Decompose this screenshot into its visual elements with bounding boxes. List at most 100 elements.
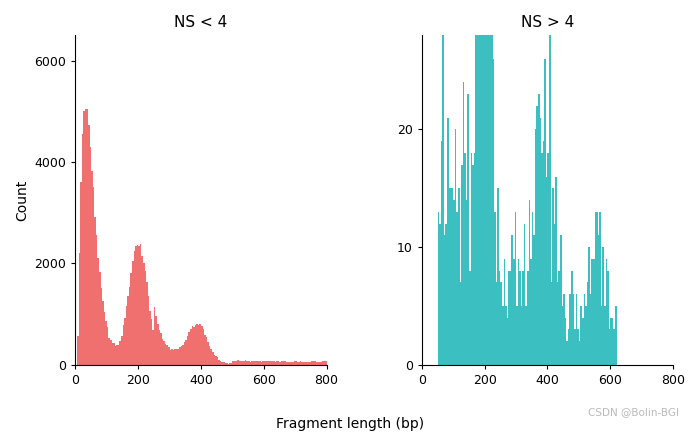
Bar [155, 316, 157, 365]
Bar [188, 333, 190, 365]
Bar [172, 349, 173, 365]
Bar [464, 153, 466, 365]
Bar [601, 306, 603, 365]
Bar [113, 343, 115, 365]
Bar [162, 339, 163, 365]
Bar [609, 330, 610, 365]
Bar [260, 362, 262, 365]
Bar [470, 153, 472, 365]
Bar [198, 325, 200, 365]
Bar [519, 270, 521, 365]
Bar [226, 363, 228, 365]
Bar [484, 0, 486, 365]
Bar [569, 294, 571, 365]
Bar [306, 362, 308, 365]
Bar [596, 212, 598, 365]
Bar [463, 83, 464, 365]
Bar [325, 361, 326, 365]
Bar [447, 118, 449, 365]
Bar [533, 235, 535, 365]
Bar [452, 188, 454, 365]
Bar [211, 349, 212, 365]
Bar [588, 247, 590, 365]
Bar [215, 356, 217, 365]
Bar [513, 259, 514, 365]
Bar [304, 362, 306, 365]
Bar [278, 361, 279, 365]
Bar [107, 327, 108, 365]
Bar [234, 361, 235, 365]
Bar [97, 258, 99, 365]
Bar [610, 318, 612, 365]
Bar [141, 256, 143, 365]
Bar [585, 306, 587, 365]
Bar [494, 212, 496, 365]
Bar [149, 311, 150, 365]
Bar [283, 361, 284, 365]
Bar [449, 188, 450, 365]
Bar [580, 306, 582, 365]
Bar [83, 111, 85, 365]
Bar [566, 341, 568, 365]
Bar [521, 306, 522, 365]
Bar [292, 362, 293, 365]
Bar [538, 94, 540, 365]
Bar [491, 0, 493, 365]
Bar [179, 347, 181, 365]
Bar [300, 361, 302, 365]
Title: NS > 4: NS > 4 [521, 15, 574, 30]
Bar [547, 153, 549, 365]
Bar [140, 244, 141, 365]
Bar [110, 340, 111, 365]
Bar [568, 330, 569, 365]
Bar [574, 330, 575, 365]
Bar [512, 235, 513, 365]
Bar [163, 341, 165, 365]
Bar [190, 329, 192, 365]
Bar [579, 341, 580, 365]
Bar [223, 362, 225, 365]
Bar [612, 318, 613, 365]
Bar [127, 296, 129, 365]
Bar [272, 362, 273, 365]
Bar [551, 283, 552, 365]
Bar [265, 361, 267, 365]
Bar [322, 361, 323, 365]
Bar [524, 224, 526, 365]
Bar [135, 246, 136, 365]
Bar [186, 340, 187, 365]
Bar [199, 324, 201, 365]
Bar [590, 294, 592, 365]
Bar [264, 362, 265, 365]
Bar [220, 361, 221, 365]
Bar [160, 333, 162, 365]
Bar [555, 177, 557, 365]
Bar [474, 153, 475, 365]
Bar [565, 318, 566, 365]
Bar [240, 361, 241, 365]
Bar [493, 59, 494, 365]
Bar [320, 362, 322, 365]
Bar [90, 147, 91, 365]
Bar [169, 349, 172, 365]
Bar [284, 361, 286, 365]
Bar [542, 141, 545, 365]
Bar [522, 270, 524, 365]
Bar [482, 0, 483, 365]
Bar [540, 118, 541, 365]
Bar [279, 362, 281, 365]
Bar [192, 326, 193, 365]
Bar [267, 361, 269, 365]
Bar [91, 171, 92, 365]
Bar [535, 130, 536, 365]
Bar [514, 212, 516, 365]
Bar [274, 362, 277, 365]
Bar [450, 188, 452, 365]
Bar [502, 306, 503, 365]
Bar [316, 362, 317, 365]
Bar [209, 346, 211, 365]
Bar [536, 106, 538, 365]
Bar [126, 306, 127, 365]
Bar [99, 272, 101, 365]
Bar [124, 318, 126, 365]
